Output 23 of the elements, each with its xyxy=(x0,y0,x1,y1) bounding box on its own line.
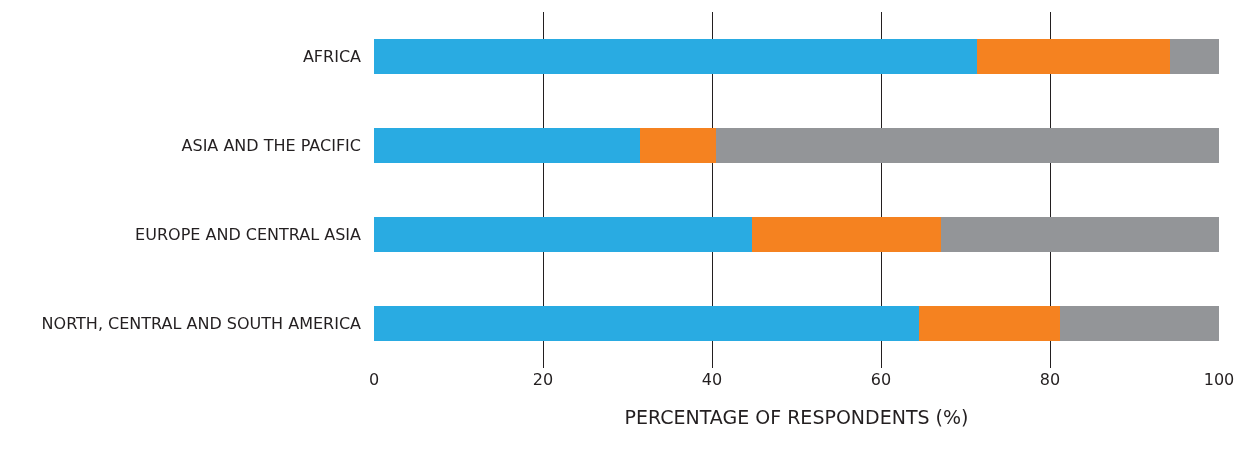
x-axis-title: PERCENTAGE OF RESPONDENTS (%) xyxy=(624,405,969,428)
bar xyxy=(374,38,978,75)
bar xyxy=(1169,38,1219,75)
bar xyxy=(374,305,920,342)
bar xyxy=(751,216,941,253)
y-tick-label: ASIA AND THE PACIFIC xyxy=(181,136,361,156)
bar xyxy=(374,216,752,253)
y-tick-label: AFRICA xyxy=(302,47,362,67)
bar xyxy=(919,305,1061,342)
bar xyxy=(640,127,717,164)
bar xyxy=(977,38,1170,75)
x-tick-label: 40 xyxy=(701,370,723,389)
y-tick-label: NORTH, CENTRAL AND SOUTH AMERICA xyxy=(41,314,362,334)
x-tick-label: 0 xyxy=(368,370,380,389)
x-tick-label: 20 xyxy=(532,370,554,389)
bar xyxy=(1060,305,1219,342)
x-tick-label: 100 xyxy=(1203,370,1235,389)
y-tick-label: EUROPE AND CENTRAL ASIA xyxy=(135,225,362,245)
bar xyxy=(940,216,1219,253)
x-tick-label: 60 xyxy=(870,370,892,389)
x-tick-label: 80 xyxy=(1039,370,1061,389)
bar xyxy=(374,127,641,164)
bar xyxy=(716,127,1219,164)
